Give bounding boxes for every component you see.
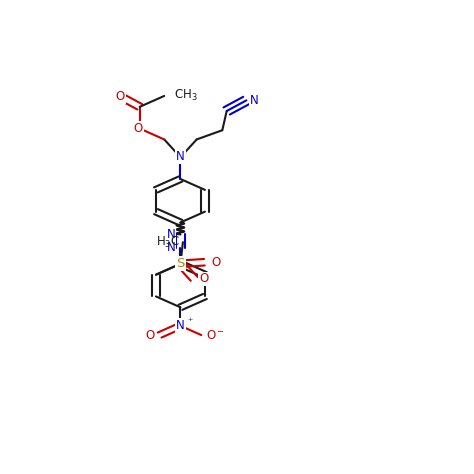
Text: N: N: [176, 319, 185, 332]
Text: N: N: [250, 94, 259, 107]
Text: O: O: [134, 122, 143, 135]
Text: N: N: [176, 150, 185, 163]
Text: H$_3$C: H$_3$C: [156, 235, 181, 250]
Text: $^+$: $^+$: [186, 316, 193, 325]
Text: N: N: [167, 241, 175, 254]
Text: O$^-$: O$^-$: [206, 328, 225, 342]
Text: CH$_3$: CH$_3$: [173, 88, 197, 103]
Text: O: O: [199, 273, 208, 285]
Text: N: N: [167, 228, 175, 241]
Text: O: O: [211, 255, 220, 269]
Text: O: O: [116, 90, 125, 103]
Text: O: O: [146, 328, 155, 342]
Text: S: S: [176, 257, 185, 270]
